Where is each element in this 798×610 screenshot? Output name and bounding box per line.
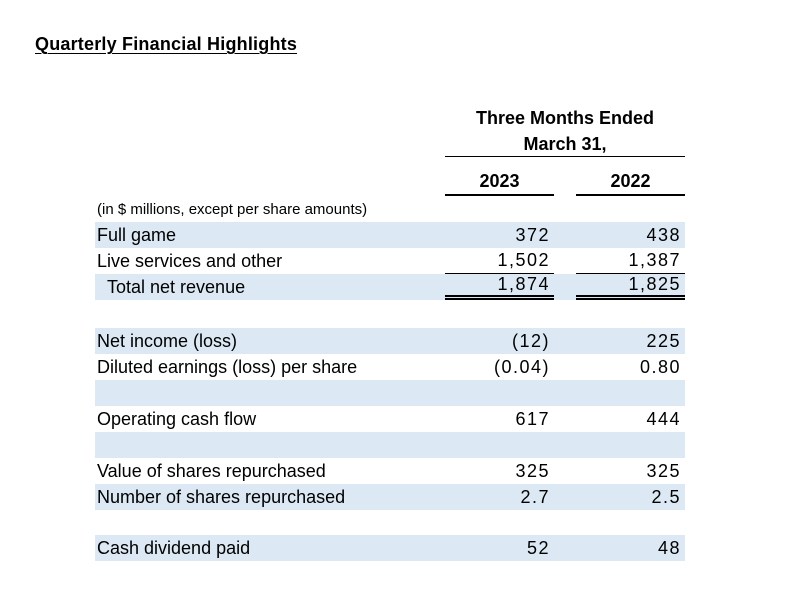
table-row: Live services and other 1,502 1,387 bbox=[95, 248, 685, 274]
year-label-spacer bbox=[95, 169, 445, 196]
table-row: Diluted earnings (loss) per share (0.04)… bbox=[95, 354, 685, 380]
spacer-row bbox=[95, 300, 685, 328]
column-gap bbox=[554, 484, 576, 510]
row-label: Operating cash flow bbox=[97, 408, 257, 429]
period-header-row-1: Three Months Ended bbox=[95, 105, 685, 131]
period-header-line2: March 31, bbox=[445, 131, 685, 157]
value-2022: 1,387 bbox=[576, 248, 685, 274]
value-2022: 325 bbox=[646, 460, 681, 481]
value-2023: 2.7 bbox=[520, 486, 550, 507]
value-2023: 1,874 bbox=[445, 274, 554, 300]
spacer-row bbox=[95, 380, 685, 406]
row-label: Live services and other bbox=[97, 250, 283, 271]
row-label: Value of shares repurchased bbox=[97, 460, 326, 481]
value-2022: 444 bbox=[646, 408, 681, 429]
year-header-row: 2023 2022 bbox=[95, 169, 685, 196]
value-2022: 225 bbox=[646, 330, 681, 351]
table-row: Operating cash flow 617 444 bbox=[95, 406, 685, 432]
column-gap bbox=[554, 432, 576, 458]
row-label: Cash dividend paid bbox=[97, 537, 251, 558]
value-2022: 438 bbox=[646, 224, 681, 245]
value-2023: (0.04) bbox=[493, 356, 550, 377]
table-body: Full game 372 438 Live services and othe… bbox=[95, 222, 685, 561]
table-row: Number of shares repurchased 2.7 2.5 bbox=[95, 484, 685, 510]
value-2023: 1,502 bbox=[445, 248, 554, 274]
column-gap bbox=[554, 300, 576, 328]
column-gap bbox=[554, 458, 576, 484]
column-gap bbox=[554, 274, 576, 300]
column-gap bbox=[554, 380, 576, 406]
table-row: Value of shares repurchased 325 325 bbox=[95, 458, 685, 484]
period-header-row-2: March 31, bbox=[95, 131, 685, 157]
value-2023: (12) bbox=[511, 330, 550, 351]
column-gap bbox=[554, 248, 576, 274]
units-caption: (in $ millions, except per share amounts… bbox=[97, 201, 368, 218]
column-gap bbox=[554, 169, 576, 196]
row-label: Number of shares repurchased bbox=[97, 486, 346, 507]
header-gap bbox=[95, 157, 685, 169]
column-gap bbox=[554, 354, 576, 380]
value-2023: 52 bbox=[526, 537, 550, 558]
table-row: Cash dividend paid 52 48 bbox=[95, 535, 685, 561]
header-label-spacer bbox=[95, 105, 445, 131]
column-gap bbox=[554, 222, 576, 248]
row-label: Diluted earnings (loss) per share bbox=[97, 356, 358, 377]
column-gap bbox=[554, 535, 576, 561]
value-2022: 48 bbox=[657, 537, 681, 558]
column-gap bbox=[554, 510, 576, 535]
column-gap bbox=[554, 328, 576, 354]
row-label: Full game bbox=[97, 224, 177, 245]
value-2022: 0.80 bbox=[639, 356, 681, 377]
period-header-line1: Three Months Ended bbox=[475, 108, 654, 128]
value-2023: 325 bbox=[515, 460, 550, 481]
table-row: Net income (loss) (12) 225 bbox=[95, 328, 685, 354]
value-2023: 372 bbox=[515, 224, 550, 245]
row-label: Net income (loss) bbox=[97, 330, 238, 351]
spacer-row bbox=[95, 510, 685, 535]
table-row: Full game 372 438 bbox=[95, 222, 685, 248]
year-column-2023: 2023 bbox=[445, 169, 554, 196]
page-title: Quarterly Financial Highlights bbox=[35, 34, 298, 54]
value-2023: 617 bbox=[515, 408, 550, 429]
column-gap bbox=[554, 406, 576, 432]
value-2022: 1,825 bbox=[576, 274, 685, 300]
financial-highlights-table: Three Months Ended March 31, 2023 2022 (… bbox=[95, 105, 685, 561]
header-label-spacer bbox=[95, 131, 445, 157]
row-label: Total net revenue bbox=[107, 276, 246, 297]
table-row: Total net revenue 1,874 1,825 bbox=[95, 274, 685, 300]
year-column-2022: 2022 bbox=[576, 169, 685, 196]
spacer-row bbox=[95, 432, 685, 458]
value-2022: 2.5 bbox=[651, 486, 681, 507]
